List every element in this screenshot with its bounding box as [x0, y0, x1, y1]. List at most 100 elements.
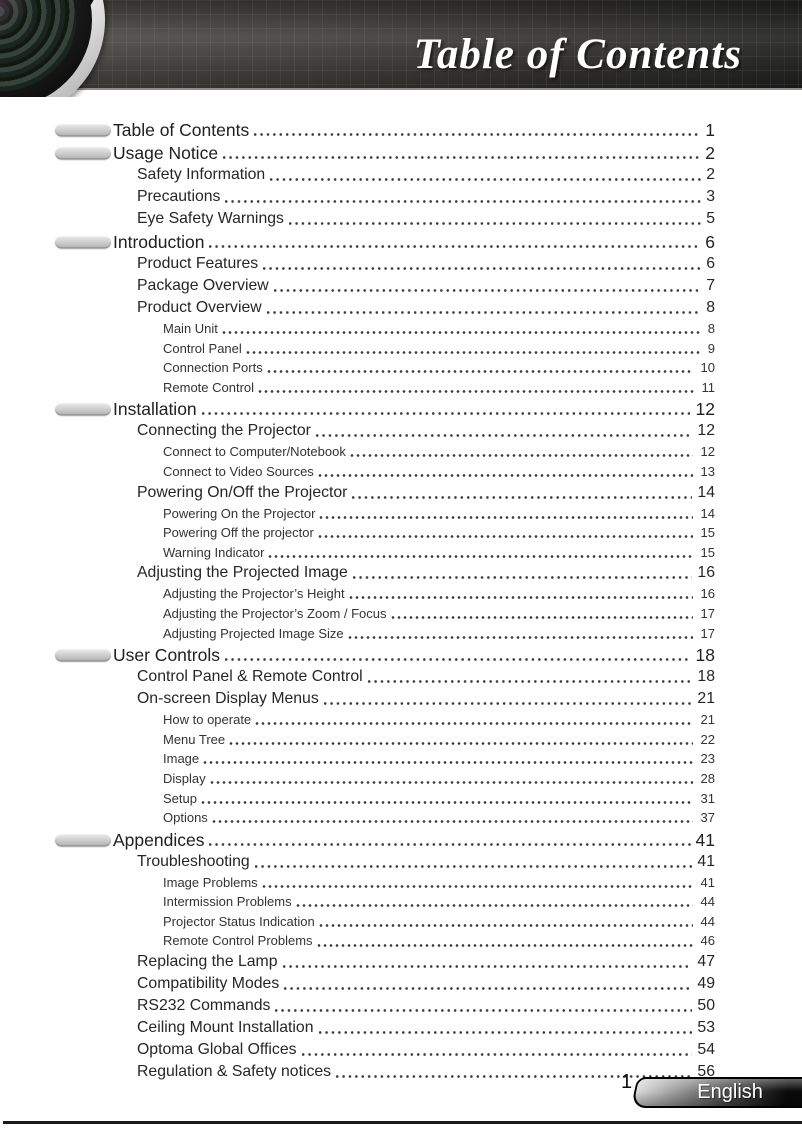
toc-row[interactable]: Adjusting the Projected Image 16: [55, 562, 715, 585]
toc-row[interactable]: Troubleshooting 41: [55, 850, 715, 873]
toc-entry-page: 2: [706, 166, 715, 183]
toc-entry-page: 53: [697, 1019, 715, 1037]
dot-leader: [261, 253, 702, 275]
toc-entry-page: 13: [700, 463, 715, 479]
toc-row[interactable]: Adjusting the Projector’s Height 16: [55, 584, 715, 604]
toc-row[interactable]: Connect to Computer/Notebook 12: [55, 442, 715, 462]
toc-row[interactable]: Appendices 41: [55, 828, 715, 851]
toc-row[interactable]: Setup 31: [55, 788, 715, 809]
toc-entry-page: 47: [697, 953, 715, 971]
toc-entry-page: 54: [697, 1041, 715, 1059]
toc-row[interactable]: User Controls 18: [55, 644, 715, 667]
dot-leader: [286, 208, 702, 230]
toc-row[interactable]: Connect to Video Sources 13: [55, 461, 715, 482]
dot-leader: [264, 297, 702, 319]
dot-leader: [318, 503, 693, 524]
section-bullet: [55, 235, 111, 249]
toc-row[interactable]: Remote Control Problems 46: [55, 931, 715, 952]
dot-leader: [316, 1017, 693, 1040]
toc-row[interactable]: Remote Control 11: [55, 377, 716, 398]
toc-entry-label: Precautions: [137, 188, 221, 205]
toc-entry-label: Remote Control: [163, 379, 255, 395]
dot-leader: [252, 850, 693, 873]
toc-row[interactable]: On-screen Display Menus 21: [55, 688, 715, 711]
toc-row[interactable]: Options 37: [55, 808, 715, 828]
toc-entry-page: 22: [700, 731, 715, 747]
toc-entry-page: 10: [700, 360, 715, 376]
toc-row[interactable]: Compatibility Modes 49: [55, 973, 715, 996]
toc-entry-label: Product Overview: [137, 299, 262, 316]
toc-row[interactable]: Connecting the Projector 12: [55, 420, 715, 443]
toc-row[interactable]: Usage Notice 2: [55, 142, 715, 164]
toc-row[interactable]: How to operate 21: [55, 710, 715, 730]
dot-leader: [220, 319, 700, 339]
toc-row[interactable]: Control Panel & Remote Control 18: [55, 666, 715, 689]
toc-row[interactable]: Image 23: [55, 749, 715, 769]
toc-entry-page: 49: [697, 975, 715, 993]
toc-entry-page: 31: [700, 790, 715, 806]
toc-entry-label: Control Panel & Remote Control: [137, 668, 363, 686]
language-badge-label: English: [697, 1081, 763, 1103]
section-bullet: [55, 146, 111, 160]
dot-leader: [299, 1039, 693, 1062]
toc-row[interactable]: Powering On the Projector 14: [55, 503, 715, 524]
toc-entry-page: 21: [700, 712, 715, 728]
dot-leader: [207, 231, 701, 253]
toc-entry-label: Connecting the Projector: [137, 422, 311, 440]
toc-entry-page: 21: [697, 690, 715, 708]
footer-page-number: 1: [621, 1071, 633, 1093]
toc-row[interactable]: Connection Ports 10: [55, 358, 715, 378]
toc-row[interactable]: Introduction 6: [55, 231, 715, 253]
page-header-banner: Table of Contents: [0, 0, 802, 90]
toc-row[interactable]: Eye Safety Warnings 5: [55, 208, 715, 230]
toc-row[interactable]: Powering On/Off the Projector 14: [55, 481, 715, 504]
toc-entry-label: Warning Indicator: [163, 544, 265, 560]
toc-entry-label: Options: [163, 810, 208, 826]
toc-row[interactable]: Installation 12: [55, 398, 715, 421]
toc-row[interactable]: Safety Information 2: [55, 164, 715, 186]
toc-entry-label: Product Features: [137, 255, 259, 272]
toc-row[interactable]: Product Overview 8: [55, 297, 715, 319]
toc-row[interactable]: Package Overview 7: [55, 275, 715, 297]
dot-leader: [294, 892, 693, 912]
toc-row[interactable]: Regulation & Safety notices 56: [55, 1061, 715, 1084]
toc-row[interactable]: Control Panel 9: [55, 338, 715, 359]
toc-row[interactable]: Powering Off the projector 15: [55, 523, 715, 543]
toc-row[interactable]: Product Features 6: [55, 253, 715, 275]
toc-row[interactable]: Adjusting Projected Image Size 17: [55, 623, 715, 644]
dot-leader: [350, 481, 693, 504]
toc-entry-label: Installation: [113, 399, 197, 420]
toc-row[interactable]: Intermission Problems 44: [55, 892, 715, 912]
toc-row[interactable]: Table of Contents 1: [55, 119, 715, 141]
toc-entry-page: 41: [697, 852, 715, 870]
toc-entry-label: Eye Safety Warnings: [137, 210, 284, 227]
toc-row[interactable]: Menu Tree 22: [55, 729, 715, 750]
toc-row[interactable]: Adjusting the Projector’s Zoom / Focus 17: [55, 603, 715, 624]
dot-leader: [271, 275, 702, 297]
toc-entry-label: Usage Notice: [113, 143, 219, 163]
toc-row[interactable]: Optoma Global Offices 54: [55, 1039, 715, 1062]
toc-entry-label: Intermission Problems: [163, 894, 292, 910]
toc-entry-page: 8: [706, 299, 715, 316]
toc-entry-label: Display: [163, 770, 206, 786]
toc-entry-label: Troubleshooting: [137, 852, 250, 870]
toc-row[interactable]: Warning Indicator 15: [55, 542, 715, 563]
toc-entry-page: 11: [701, 379, 716, 395]
toc-row[interactable]: Ceiling Mount Installation 53: [55, 1017, 715, 1040]
toc-row[interactable]: Image Problems 41: [55, 872, 715, 893]
toc-entry-label: Adjusting the Projector’s Zoom / Focus: [163, 605, 387, 621]
toc-row[interactable]: Display 28: [55, 768, 715, 789]
toc-entry-page: 5: [706, 210, 715, 227]
toc-row[interactable]: Main Unit 8: [55, 319, 715, 339]
dot-leader: [346, 623, 693, 644]
dot-leader: [350, 562, 693, 585]
toc-entry-label: Ceiling Mount Installation: [137, 1019, 314, 1037]
toc-row[interactable]: Precautions 3: [55, 186, 715, 208]
dot-leader: [208, 768, 693, 789]
toc-row[interactable]: Replacing the Lamp 47: [55, 951, 715, 974]
toc-entry-label: Powering On/Off the Projector: [137, 483, 348, 501]
toc-row[interactable]: Projector Status Indication 44: [55, 911, 715, 932]
toc-entry-label: Replacing the Lamp: [137, 953, 278, 971]
toc-row[interactable]: RS232 Commands 50: [55, 995, 715, 1018]
dot-leader: [202, 749, 693, 769]
